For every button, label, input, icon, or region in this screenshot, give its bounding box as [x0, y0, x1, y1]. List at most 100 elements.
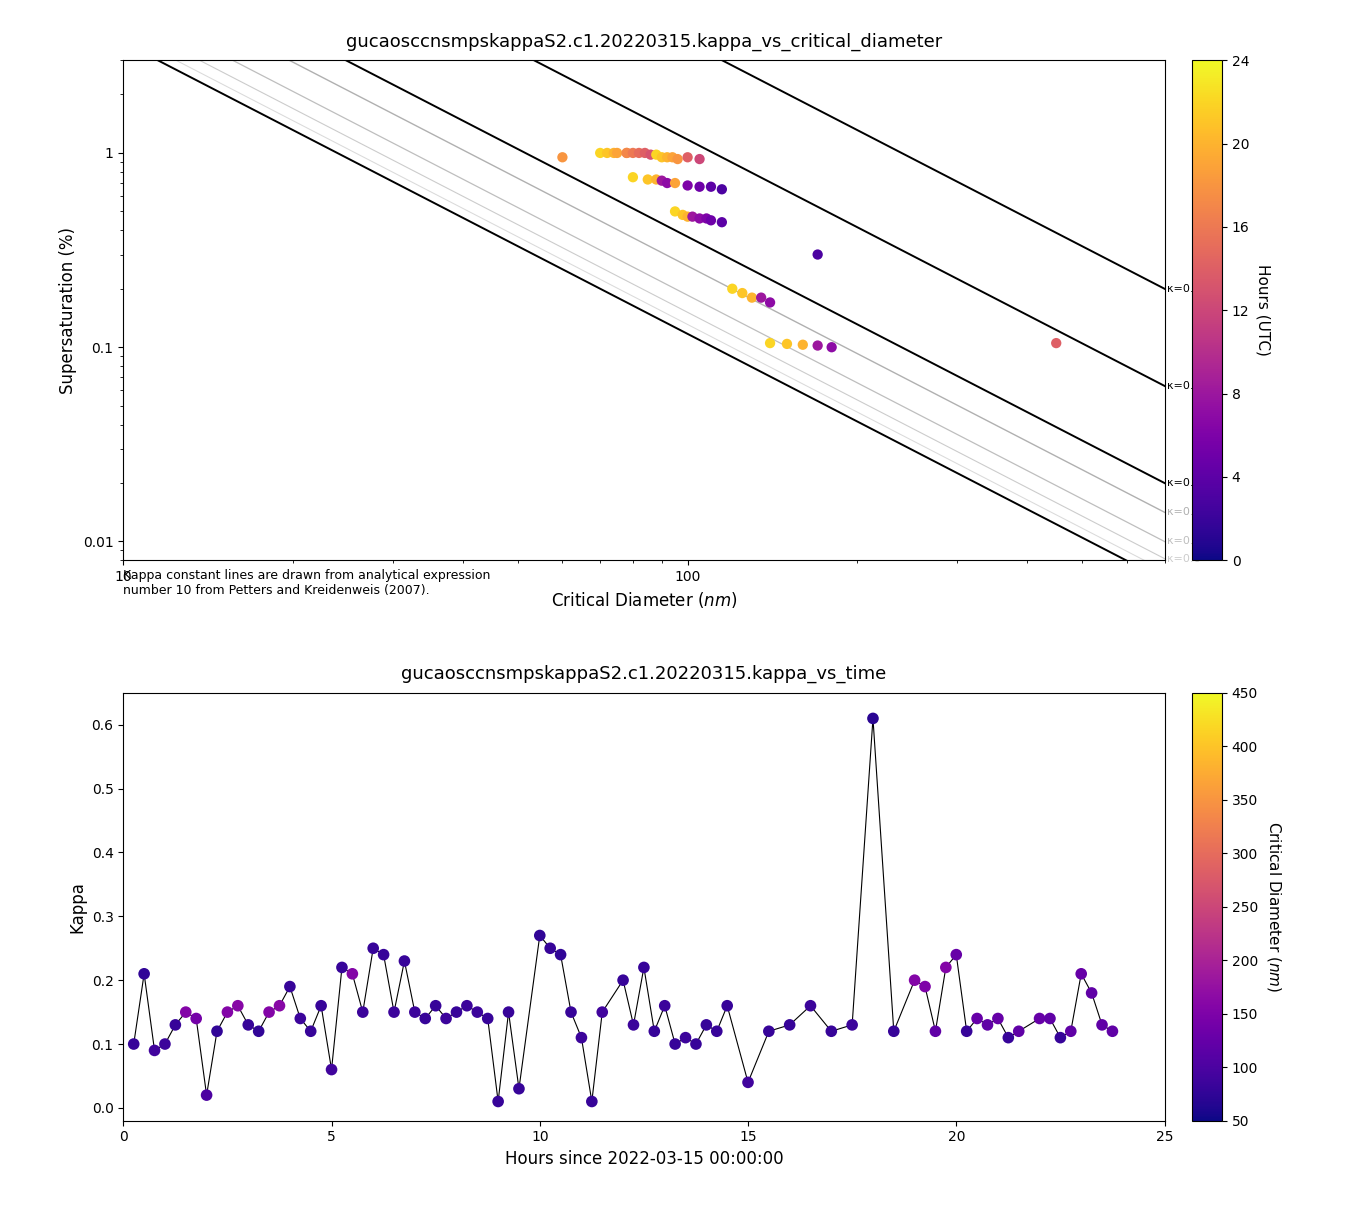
Point: [1060, 1022, 1082, 1041]
Point: [696, 208, 718, 228]
Point: [862, 709, 884, 728]
Point: [1049, 1028, 1071, 1047]
Point: [373, 945, 395, 964]
Point: [615, 143, 637, 163]
Title: gucaosccnsmpskappaS2.c1.20220315.kappa_vs_critical_diameter: gucaosccnsmpskappaS2.c1.20220315.kappa_v…: [345, 33, 943, 51]
Point: [185, 1009, 207, 1028]
Point: [133, 964, 155, 983]
Text: κ=0.2: κ=0.2: [1167, 507, 1200, 517]
Point: [956, 1022, 978, 1041]
Point: [1101, 1022, 1123, 1041]
Point: [552, 148, 574, 167]
Point: [717, 997, 738, 1016]
Point: [164, 1016, 186, 1035]
Y-axis label: Kappa: Kappa: [68, 881, 86, 933]
Point: [677, 207, 699, 227]
Point: [945, 945, 967, 964]
Point: [674, 1028, 696, 1047]
Point: [300, 1022, 322, 1041]
Point: [425, 997, 447, 1016]
Point: [645, 145, 667, 164]
Point: [206, 1022, 227, 1041]
Point: [882, 1022, 904, 1041]
Point: [1091, 1016, 1112, 1035]
Point: [362, 939, 384, 958]
Point: [677, 148, 699, 167]
Point: [656, 174, 678, 193]
Point: [681, 207, 703, 227]
Point: [497, 1003, 519, 1022]
Point: [622, 167, 644, 187]
Point: [153, 1034, 175, 1053]
Point: [722, 280, 744, 299]
Point: [664, 1034, 686, 1053]
Y-axis label: Supersaturation (%): Supersaturation (%): [59, 227, 77, 394]
Point: [279, 977, 301, 997]
Point: [653, 997, 675, 1016]
Point: [841, 1016, 863, 1035]
Point: [662, 148, 684, 167]
Point: [751, 288, 773, 307]
Y-axis label: Hours (UTC): Hours (UTC): [1255, 264, 1270, 357]
Point: [612, 970, 634, 989]
X-axis label: Critical Diameter ($\mathit{nm}$): Critical Diameter ($\mathit{nm}$): [551, 589, 737, 610]
Point: [289, 1009, 311, 1028]
Point: [627, 143, 649, 163]
Point: [792, 335, 814, 354]
Point: [540, 939, 562, 958]
Point: [615, 143, 637, 163]
Point: [637, 170, 659, 189]
Y-axis label: Critical Diameter ($\mathit{nm}$): Critical Diameter ($\mathit{nm}$): [1265, 821, 1284, 993]
Point: [759, 334, 781, 353]
Point: [1038, 1009, 1060, 1028]
Point: [807, 336, 829, 355]
Point: [341, 964, 363, 983]
Point: [758, 1022, 780, 1041]
Point: [1081, 983, 1103, 1003]
Text: Kappa constant lines are drawn from analytical expression
number 10 from Petters: Kappa constant lines are drawn from anal…: [123, 569, 490, 596]
Point: [634, 143, 656, 163]
Point: [560, 1003, 582, 1022]
Point: [384, 1003, 406, 1022]
Point: [227, 997, 249, 1016]
Point: [645, 170, 667, 189]
Point: [677, 176, 699, 195]
Point: [592, 1003, 614, 1022]
Point: [700, 211, 722, 230]
Point: [711, 180, 733, 199]
Point: [651, 171, 673, 190]
Point: [549, 945, 571, 964]
Point: [310, 997, 332, 1016]
Point: [711, 212, 733, 231]
Text: κ=0.6: κ=0.6: [1167, 553, 1200, 564]
Point: [775, 334, 797, 353]
Point: [651, 148, 673, 167]
Point: [741, 288, 763, 307]
Point: [488, 1092, 510, 1111]
Point: [466, 1003, 488, 1022]
Point: [1029, 1009, 1051, 1028]
Point: [456, 997, 478, 1016]
Point: [258, 1003, 279, 1022]
Point: [596, 143, 618, 163]
Point: [393, 952, 415, 971]
Point: [689, 177, 711, 196]
Point: [581, 1092, 603, 1111]
X-axis label: Hours since 2022-03-15 00:00:00: Hours since 2022-03-15 00:00:00: [504, 1150, 784, 1168]
Text: κ=0.001: κ=0.001: [1167, 283, 1214, 294]
Point: [685, 1034, 707, 1053]
Text: κ=0.01: κ=0.01: [1167, 381, 1207, 390]
Point: [656, 148, 678, 167]
Point: [821, 1022, 843, 1041]
Point: [144, 1041, 166, 1060]
Point: [700, 177, 722, 196]
Point: [904, 970, 926, 989]
Point: [589, 143, 611, 163]
Point: [123, 1034, 145, 1053]
Point: [414, 1009, 436, 1028]
Point: [1070, 964, 1092, 983]
Point: [934, 958, 956, 977]
Title: gucaosccnsmpskappaS2.c1.20220315.kappa_vs_time: gucaosccnsmpskappaS2.c1.20220315.kappa_v…: [401, 665, 886, 683]
Point: [321, 1060, 342, 1080]
Point: [622, 143, 644, 163]
